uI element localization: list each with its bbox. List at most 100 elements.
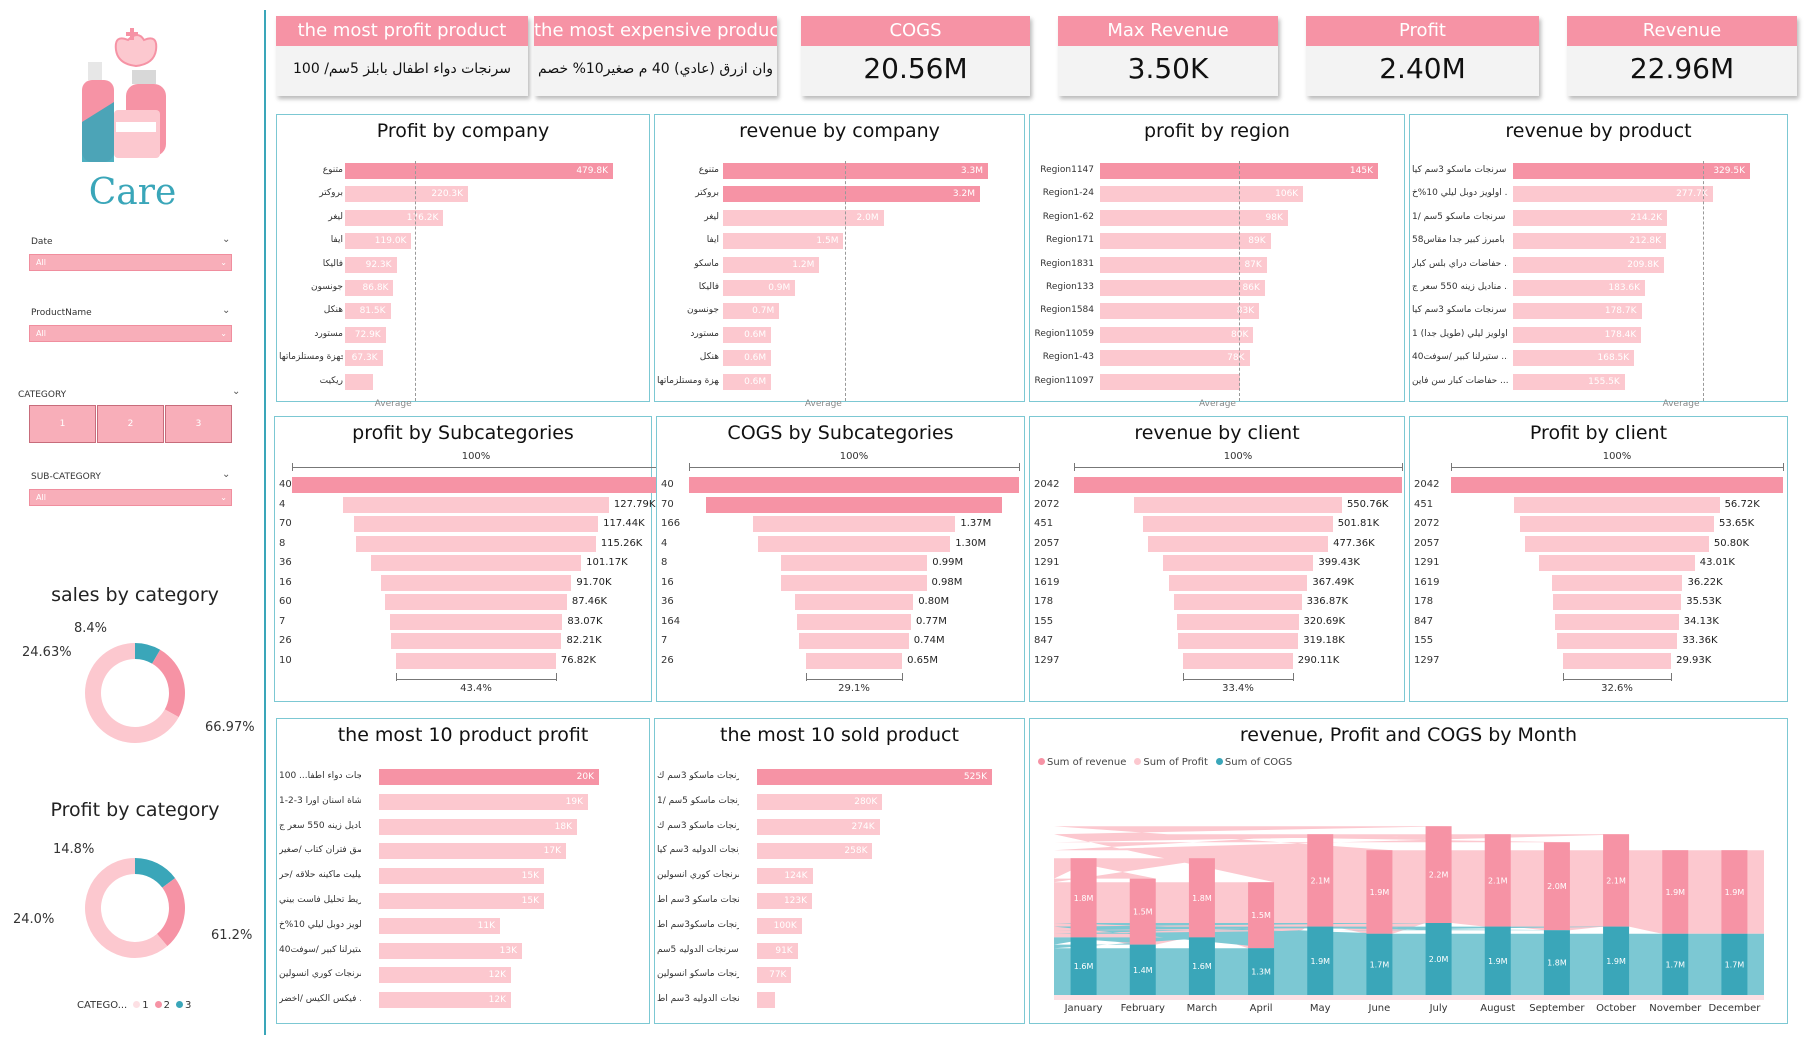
bar[interactable]: 0.6M — [723, 326, 772, 343]
bar[interactable]: 123K — [757, 893, 813, 909]
bar[interactable]: 329.5K — [1513, 163, 1750, 179]
revenue-ribbon[interactable] — [1054, 826, 1764, 949]
bar[interactable]: 124K — [757, 868, 813, 885]
kpi-card-max-revenue[interactable]: Max Revenue 3.50K — [1058, 16, 1278, 96]
funnel-bar[interactable] — [1525, 535, 1709, 552]
bar[interactable]: 13K — [379, 942, 522, 959]
bar[interactable]: 0.9M — [723, 280, 796, 296]
funnel-bar[interactable] — [757, 535, 951, 552]
funnel-bar[interactable] — [799, 633, 909, 649]
bar[interactable]: 0.7M — [723, 303, 780, 320]
funnel-bar[interactable] — [1562, 652, 1672, 669]
funnel-bar[interactable] — [1162, 555, 1314, 571]
chevron-down-icon[interactable]: ⌄ — [222, 469, 231, 480]
revenue-by-product-panel[interactable]: revenue by product سرنجات ماسكو 3سم كيا … — [1409, 114, 1788, 409]
cogs-column[interactable] — [1188, 937, 1215, 995]
funnel-bar[interactable] — [752, 516, 956, 532]
legend-item[interactable]: 1 — [133, 1000, 149, 1011]
kpi-card-profit[interactable]: Profit 2.40M — [1306, 16, 1539, 96]
bar[interactable]: 274K — [757, 818, 880, 835]
category-button-3[interactable]: 3 — [165, 405, 232, 443]
funnel-bar[interactable] — [1555, 613, 1679, 630]
bar[interactable] — [757, 992, 775, 1009]
profit-by-client-panel[interactable]: Profit by client 100% 2042 451 56.72K 2072 53… — [1409, 416, 1788, 702]
funnel-bar[interactable] — [1134, 496, 1342, 513]
cogs-column[interactable] — [1366, 933, 1393, 995]
bar[interactable]: 81.5K — [345, 303, 391, 320]
bar[interactable]: 67.3K — [345, 350, 383, 367]
kpi-card-most-expensive-product[interactable]: the most expensive product وان ازرق (عاد… — [534, 16, 777, 96]
bar[interactable]: 12K — [379, 967, 511, 984]
revenue-by-client-panel[interactable]: revenue by client 100% 2042 2072 550.76K 451… — [1029, 416, 1405, 702]
bar[interactable]: 176.2K — [345, 209, 444, 226]
bar[interactable]: 258K — [757, 843, 873, 860]
funnel-bar[interactable] — [1539, 555, 1695, 571]
bar[interactable]: 92.3K — [345, 256, 397, 273]
funnel-bar[interactable] — [780, 555, 928, 571]
bar[interactable]: 77K — [757, 967, 792, 984]
revenue-column[interactable] — [1721, 850, 1748, 934]
bar[interactable]: 1.5M — [723, 233, 844, 250]
funnel-bar[interactable] — [794, 594, 914, 610]
cogs-column[interactable] — [1543, 930, 1570, 995]
funnel-bar[interactable] — [1551, 574, 1683, 591]
revenue-column[interactable] — [1543, 842, 1570, 931]
kpi-card-cogs[interactable]: COGS 20.56M — [801, 16, 1030, 96]
bar[interactable]: 91K — [757, 942, 798, 959]
funnel-bar[interactable] — [390, 633, 562, 649]
bar[interactable]: 0.6M — [723, 373, 772, 390]
revenue-column[interactable] — [1307, 834, 1334, 927]
bar[interactable]: 11K — [379, 917, 500, 934]
bar[interactable]: 220.3K — [345, 186, 469, 203]
bar[interactable]: 0.6M — [723, 350, 772, 367]
bar[interactable]: 3.3M — [723, 163, 988, 179]
bar[interactable]: 78K — [1100, 350, 1250, 367]
bar[interactable]: 119.0K — [345, 233, 412, 250]
cogs-column[interactable] — [1425, 923, 1452, 995]
funnel-bar[interactable] — [706, 496, 1002, 513]
bar[interactable]: 17K — [379, 843, 566, 860]
bar[interactable]: 100K — [757, 917, 802, 934]
funnel-bar[interactable] — [1556, 633, 1678, 649]
funnel-bar[interactable] — [1143, 516, 1333, 532]
funnel-bar[interactable] — [389, 613, 563, 630]
revenue-column[interactable] — [1603, 834, 1630, 927]
kpi-card-revenue[interactable]: Revenue 22.96M — [1567, 16, 1797, 96]
funnel-bar[interactable] — [343, 496, 609, 513]
donut-slice[interactable] — [135, 643, 161, 664]
donut-slice[interactable] — [156, 878, 185, 947]
cogs-column[interactable] — [1603, 926, 1630, 995]
cogs-column[interactable] — [1248, 948, 1275, 995]
bar[interactable]: 12K — [379, 992, 511, 1009]
chevron-down-icon[interactable]: ⌄ — [222, 305, 231, 316]
bar[interactable]: 212.8K — [1513, 233, 1667, 250]
profit-by-subcategories-panel[interactable]: profit by Subcategories 100% 40 4 127.79K 70… — [274, 416, 661, 702]
donut-slice[interactable] — [135, 858, 176, 888]
revenue-column[interactable] — [1129, 878, 1156, 945]
funnel-bar[interactable] — [1074, 477, 1402, 493]
funnel-bar[interactable] — [1177, 613, 1299, 630]
legend-item[interactable]: Sum of COGS — [1215, 757, 1292, 768]
funnel-bar[interactable] — [292, 477, 660, 493]
funnel-bar[interactable] — [797, 613, 911, 630]
revenue-column[interactable] — [1366, 850, 1393, 934]
bar[interactable]: 168.5K — [1513, 350, 1635, 367]
bar[interactable] — [1100, 373, 1240, 390]
revenue-column[interactable] — [1484, 834, 1511, 927]
funnel-bar[interactable] — [1174, 594, 1302, 610]
bar[interactable]: 98K — [1100, 209, 1288, 226]
funnel-bar[interactable] — [1168, 574, 1308, 591]
bar[interactable]: 18K — [379, 818, 577, 835]
bar[interactable]: 19K — [379, 793, 588, 810]
cogs-ribbon[interactable] — [1054, 923, 1764, 995]
bar[interactable]: 106K — [1100, 186, 1304, 203]
funnel-bar[interactable] — [805, 652, 903, 669]
cogs-column[interactable] — [1070, 937, 1097, 995]
bar[interactable]: 20K — [379, 769, 599, 785]
cogs-column[interactable] — [1721, 933, 1748, 995]
subcategory-slicer-dropdown[interactable]: All ⌄ — [29, 489, 232, 506]
monthly-chart-panel[interactable]: revenue, Profit and COGS by Month Sum of… — [1029, 718, 1788, 1024]
funnel-bar[interactable] — [1177, 633, 1299, 649]
bar[interactable]: 2.0M — [723, 209, 884, 226]
revenue-by-company-panel[interactable]: revenue by company متنوع 3.3M بروكتر 3.2M لي… — [654, 114, 1025, 409]
